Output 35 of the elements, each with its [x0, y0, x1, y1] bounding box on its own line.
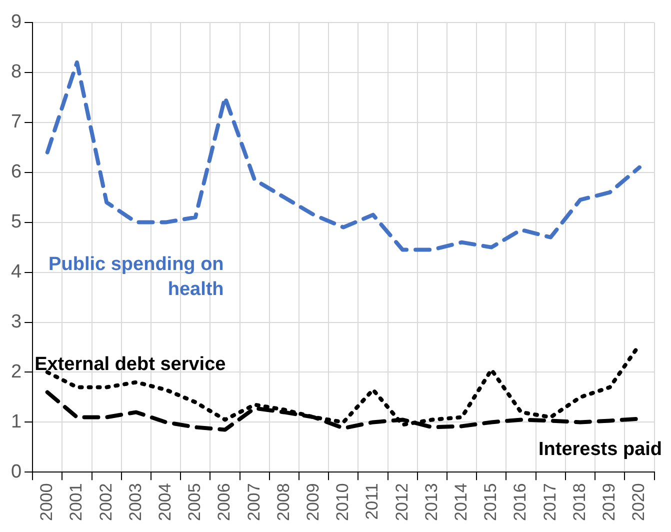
x-tick-label: 2005 [185, 483, 204, 522]
y-tick-label: 4 [10, 262, 22, 283]
y-tick-label: 2 [10, 361, 22, 382]
x-tick-label: 2015 [481, 483, 500, 522]
y-tick-label: 0 [10, 461, 22, 482]
x-tick-label: 2003 [126, 483, 145, 522]
series-label: External debt service [34, 354, 226, 375]
x-tick-label: 2010 [333, 483, 352, 522]
y-tick-label: 3 [10, 311, 22, 332]
y-tick-label: 8 [10, 62, 22, 83]
x-tick-label: 2006 [214, 483, 234, 522]
x-tick-label: 2009 [303, 483, 322, 522]
y-tick-label: 5 [10, 212, 22, 233]
y-tick-label: 6 [10, 162, 22, 183]
series-label: Interests paid [538, 438, 662, 460]
y-tick-label: 1 [10, 411, 22, 432]
x-tick-label: 2001 [66, 483, 86, 522]
y-tick-label: 9 [10, 12, 22, 33]
x-tick-label: 2008 [274, 483, 293, 522]
x-tick-label: 2012 [392, 483, 412, 522]
x-tick-label: 2000 [37, 483, 56, 522]
x-tick-label: 2014 [452, 483, 471, 522]
x-tick-label: 2020 [629, 483, 648, 522]
text: Public spending on health [48, 254, 224, 300]
x-tick-label: 2011 [362, 483, 382, 520]
x-tick-label: 2016 [510, 483, 530, 522]
x-tick-label: 2018 [570, 483, 589, 522]
x-tick-label: 2013 [422, 483, 441, 522]
x-tick-label: 2017 [540, 483, 560, 522]
x-tick-label: 2019 [600, 483, 619, 522]
x-tick-label: 2002 [96, 483, 116, 522]
y-tick-label: 7 [10, 112, 22, 133]
x-tick-label: 2004 [155, 483, 174, 522]
line-series [45, 60, 642, 252]
x-tick-label: 2007 [244, 483, 264, 522]
